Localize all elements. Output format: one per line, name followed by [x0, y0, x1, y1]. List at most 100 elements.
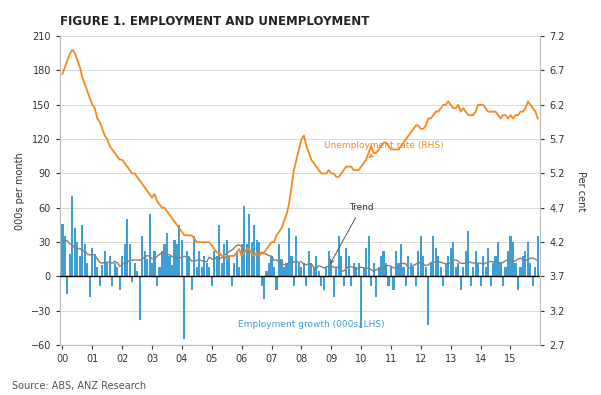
Bar: [295, 237, 297, 276]
Bar: [400, 245, 402, 276]
Bar: [233, 263, 235, 276]
Bar: [427, 276, 429, 325]
Bar: [407, 256, 409, 276]
Bar: [124, 245, 126, 276]
Bar: [191, 276, 193, 290]
Bar: [176, 245, 178, 276]
Bar: [529, 263, 531, 276]
Bar: [96, 267, 99, 276]
Bar: [178, 225, 180, 276]
Bar: [258, 242, 260, 276]
Bar: [268, 263, 270, 276]
Bar: [255, 240, 258, 276]
Bar: [209, 267, 210, 276]
Bar: [141, 237, 143, 276]
Bar: [343, 276, 345, 286]
Bar: [194, 237, 195, 276]
Bar: [153, 251, 156, 276]
Bar: [116, 267, 118, 276]
Bar: [385, 263, 387, 276]
Bar: [452, 242, 454, 276]
Bar: [298, 263, 300, 276]
Bar: [266, 271, 267, 276]
Bar: [308, 251, 310, 276]
Bar: [188, 256, 191, 276]
Bar: [91, 248, 93, 276]
Bar: [517, 276, 519, 290]
Bar: [251, 242, 252, 276]
Bar: [482, 256, 484, 276]
Bar: [218, 225, 221, 276]
Bar: [111, 276, 113, 286]
Bar: [310, 263, 313, 276]
Bar: [504, 267, 507, 276]
Bar: [457, 263, 459, 276]
Text: Source: ABS, ANZ Research: Source: ABS, ANZ Research: [12, 381, 146, 391]
Bar: [435, 248, 437, 276]
Bar: [465, 251, 467, 276]
Bar: [340, 256, 343, 276]
Bar: [171, 265, 173, 276]
Bar: [151, 263, 153, 276]
Bar: [425, 267, 427, 276]
Bar: [136, 271, 138, 276]
Bar: [388, 276, 389, 286]
Bar: [221, 263, 223, 276]
Bar: [76, 242, 79, 276]
Bar: [537, 237, 539, 276]
Bar: [238, 267, 240, 276]
Bar: [225, 240, 228, 276]
Bar: [534, 267, 537, 276]
Bar: [270, 256, 273, 276]
Bar: [126, 219, 128, 276]
Bar: [263, 276, 265, 299]
Bar: [81, 225, 84, 276]
Bar: [300, 267, 302, 276]
Bar: [355, 267, 357, 276]
Bar: [174, 240, 175, 276]
Bar: [338, 237, 340, 276]
Bar: [166, 233, 168, 276]
Bar: [79, 256, 81, 276]
Bar: [527, 242, 529, 276]
Bar: [223, 245, 225, 276]
Bar: [323, 276, 325, 290]
Bar: [87, 263, 88, 276]
Bar: [213, 251, 215, 276]
Bar: [492, 263, 494, 276]
Text: Trend: Trend: [331, 203, 373, 263]
Bar: [432, 237, 435, 276]
Bar: [395, 251, 397, 276]
Bar: [303, 263, 305, 276]
Bar: [347, 256, 350, 276]
Bar: [502, 276, 504, 286]
Bar: [198, 251, 200, 276]
Bar: [368, 237, 370, 276]
Bar: [335, 267, 337, 276]
Y-axis label: Per cent: Per cent: [576, 171, 586, 211]
Bar: [480, 276, 481, 286]
Bar: [390, 267, 392, 276]
Bar: [216, 256, 218, 276]
Bar: [350, 276, 352, 286]
Bar: [275, 276, 278, 290]
Bar: [512, 242, 514, 276]
Bar: [330, 263, 332, 276]
Bar: [161, 251, 163, 276]
Bar: [290, 256, 293, 276]
Bar: [462, 267, 464, 276]
Bar: [325, 267, 328, 276]
Bar: [246, 245, 248, 276]
Bar: [99, 276, 101, 286]
Bar: [382, 251, 385, 276]
Bar: [415, 276, 417, 286]
Bar: [484, 267, 487, 276]
Bar: [148, 214, 151, 276]
Bar: [365, 248, 367, 276]
Bar: [353, 263, 355, 276]
Bar: [460, 276, 462, 290]
Bar: [64, 237, 66, 276]
Text: Unemployment rate (RHS): Unemployment rate (RHS): [324, 141, 444, 157]
Bar: [375, 276, 377, 297]
Bar: [101, 265, 103, 276]
